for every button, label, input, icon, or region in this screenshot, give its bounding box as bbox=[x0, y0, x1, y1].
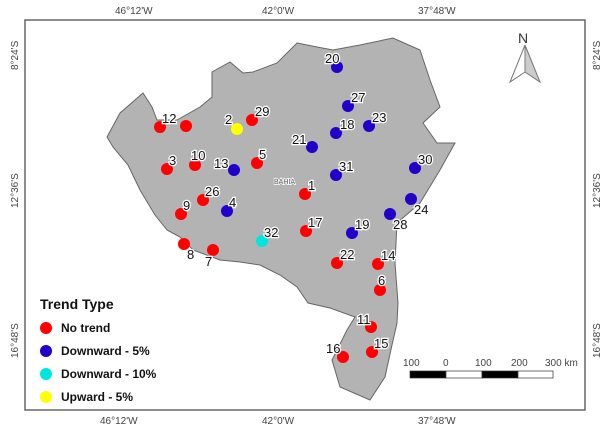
station-label: 6 bbox=[378, 273, 385, 288]
station-marker bbox=[161, 163, 173, 175]
station-label: 31 bbox=[339, 159, 353, 174]
station-label: 22 bbox=[340, 247, 354, 262]
tick-bottom-1: 46°12'W bbox=[100, 416, 138, 427]
station-marker bbox=[197, 194, 209, 206]
station-marker bbox=[374, 284, 386, 296]
station-marker bbox=[231, 123, 243, 135]
scale-label: 100 bbox=[475, 358, 492, 369]
stations-layer: 1234567891011121314151617181920212223242… bbox=[154, 50, 434, 363]
station-marker bbox=[331, 61, 343, 73]
station-label: 24 bbox=[414, 202, 428, 217]
station-label: 17 bbox=[308, 215, 322, 230]
north-label: N bbox=[518, 30, 528, 46]
station-marker bbox=[306, 141, 318, 153]
region-label: BAHIA bbox=[274, 179, 295, 186]
station-marker bbox=[405, 193, 417, 205]
tick-left-3: 16°48'S bbox=[10, 323, 21, 358]
station-marker bbox=[331, 257, 343, 269]
station-marker bbox=[246, 114, 258, 126]
station-marker bbox=[299, 188, 311, 200]
station-label: 19 bbox=[355, 217, 369, 232]
legend-label-down10: Downward - 10% bbox=[61, 367, 157, 381]
station-marker bbox=[175, 208, 187, 220]
station-label: 14 bbox=[381, 248, 395, 263]
station-label: 5 bbox=[259, 147, 266, 162]
station-marker bbox=[342, 100, 354, 112]
station-label: 10 bbox=[191, 148, 205, 163]
scale-label: 300 km bbox=[545, 358, 578, 369]
station-label: 26 bbox=[205, 184, 219, 199]
station-marker bbox=[337, 351, 349, 363]
legend-swatch-up5 bbox=[40, 391, 52, 403]
station-label: 16 bbox=[326, 341, 340, 356]
tick-left-1: 8°24'S bbox=[10, 40, 21, 70]
station-marker bbox=[189, 159, 201, 171]
station-label: 27 bbox=[351, 90, 365, 105]
legend-swatch-down5 bbox=[40, 345, 52, 357]
station-label: 21 bbox=[292, 132, 306, 147]
scale-label: 200 bbox=[511, 358, 528, 369]
station-label: 9 bbox=[183, 198, 190, 213]
station-marker bbox=[251, 157, 263, 169]
station-marker bbox=[365, 321, 377, 333]
station-marker bbox=[178, 238, 190, 250]
station-label: 11 bbox=[357, 312, 371, 327]
tick-bottom-3: 37°48'W bbox=[418, 416, 456, 427]
station-label: 12 bbox=[162, 111, 176, 126]
station-label: 15 bbox=[374, 336, 388, 351]
station-marker bbox=[372, 258, 384, 270]
station-label: 4 bbox=[229, 195, 236, 210]
tick-right-3: 16°48'S bbox=[592, 323, 603, 358]
station-label: 2 bbox=[225, 112, 232, 127]
station-marker bbox=[300, 225, 312, 237]
station-marker bbox=[366, 346, 378, 358]
station-marker bbox=[409, 162, 421, 174]
tick-top-3: 37°48'W bbox=[418, 6, 456, 17]
station-label: 13 bbox=[214, 156, 228, 171]
station-marker bbox=[221, 205, 233, 217]
scale-label: 100 bbox=[403, 358, 420, 369]
station-marker bbox=[363, 120, 375, 132]
station-marker bbox=[384, 208, 396, 220]
scale-bar: 100 0 100 200 300 km bbox=[403, 358, 578, 379]
station-label: 8 bbox=[187, 247, 194, 262]
station-label: 29 bbox=[255, 104, 269, 119]
station-label: 3 bbox=[169, 153, 176, 168]
tick-right-1: 8°24'S bbox=[592, 40, 603, 70]
legend: Trend Type No trend Downward - 5% Downward… bbox=[40, 296, 157, 404]
legend-title: Trend Type bbox=[40, 296, 114, 312]
legend-label-none: No trend bbox=[61, 321, 110, 335]
station-marker bbox=[346, 227, 358, 239]
station-marker bbox=[228, 164, 240, 176]
station-label: 30 bbox=[418, 152, 432, 167]
tick-top-1: 46°12'W bbox=[115, 6, 153, 17]
station-label: 1 bbox=[308, 178, 315, 193]
scale-label: 0 bbox=[443, 358, 449, 369]
station-label: 28 bbox=[393, 217, 407, 232]
station-label: 32 bbox=[264, 225, 278, 240]
station-label: 23 bbox=[372, 110, 386, 125]
legend-label-down5: Downward - 5% bbox=[61, 344, 150, 358]
station-marker bbox=[154, 121, 166, 133]
station-label: 20 bbox=[325, 51, 339, 66]
station-marker bbox=[207, 244, 219, 256]
legend-swatch-none bbox=[40, 322, 52, 334]
tick-left-2: 12°36'S bbox=[10, 173, 21, 208]
north-arrow-icon: N bbox=[508, 30, 542, 84]
station-marker bbox=[180, 120, 192, 132]
station-marker bbox=[330, 169, 342, 181]
station-marker bbox=[256, 235, 268, 247]
legend-swatch-down10 bbox=[40, 368, 52, 380]
legend-label-up5: Upward - 5% bbox=[61, 390, 133, 404]
tick-right-2: 12°36'S bbox=[592, 173, 603, 208]
tick-top-2: 42°0'W bbox=[262, 6, 295, 17]
tick-bottom-2: 42°0'W bbox=[262, 416, 295, 427]
station-label: 18 bbox=[340, 117, 354, 132]
station-label: 7 bbox=[205, 254, 212, 269]
station-marker bbox=[330, 127, 342, 139]
